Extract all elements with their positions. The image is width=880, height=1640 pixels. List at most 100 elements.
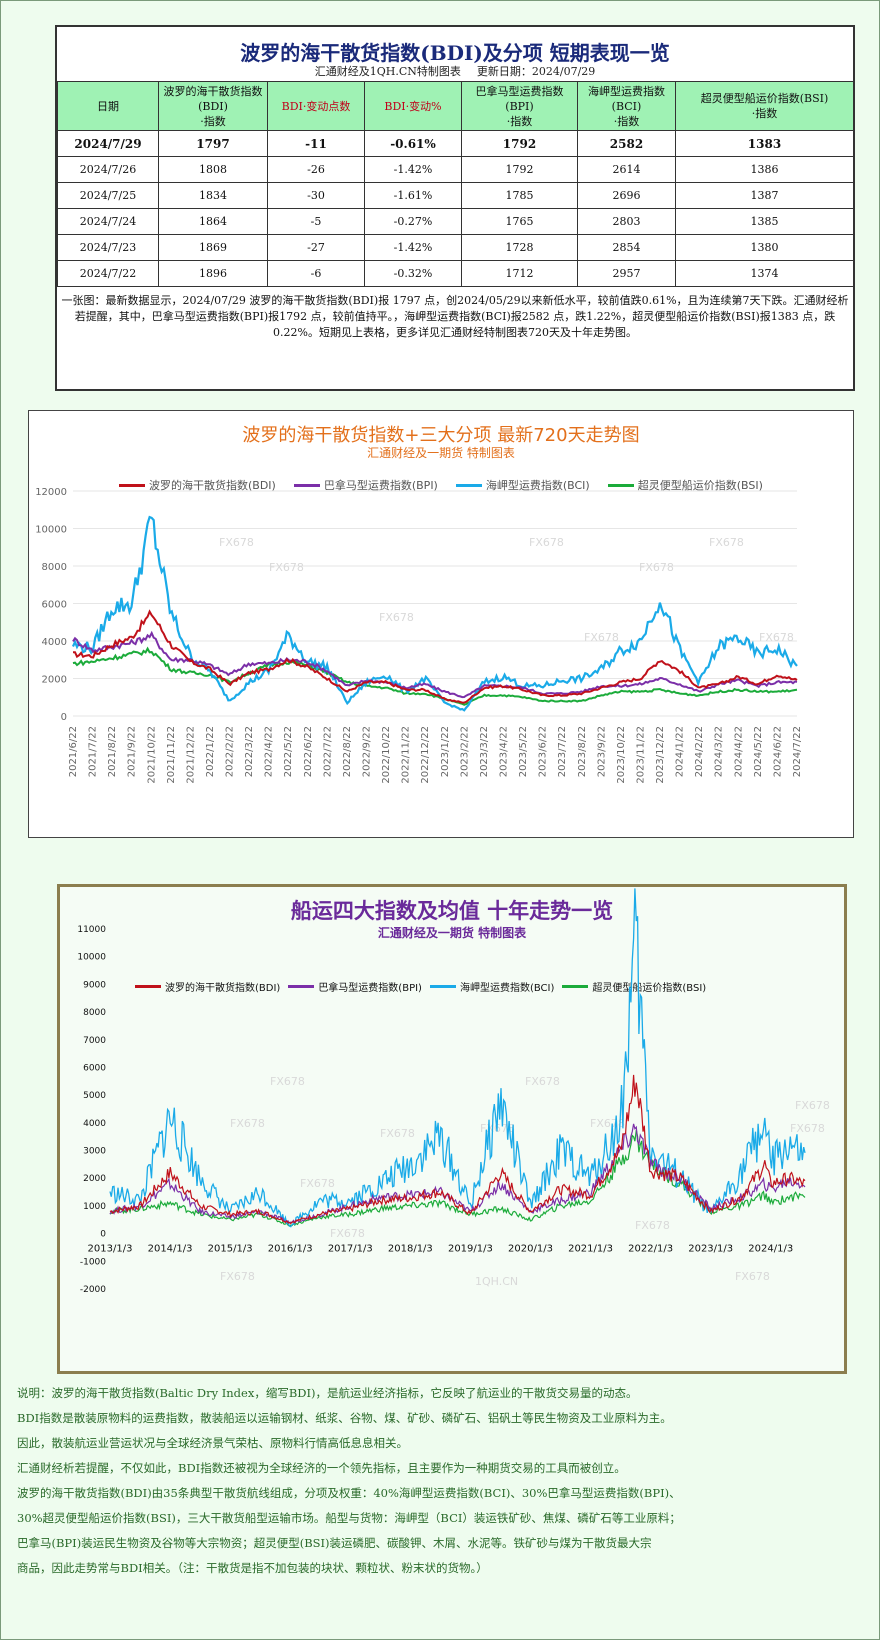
y-tick-label: 8000 xyxy=(83,1008,106,1018)
x-tick-label: 2018/1/3 xyxy=(388,1244,433,1255)
y-tick-label: 0 xyxy=(61,712,67,723)
x-tick-label: 2024/1/3 xyxy=(748,1244,793,1255)
x-tick-label: 2023/1/22 xyxy=(440,726,451,777)
y-tick-label: 12000 xyxy=(35,487,67,498)
table-row: 2024/7/26 1808 -26 -1.42% 1792 2614 1386 xyxy=(57,156,854,183)
x-tick-label: 2015/1/3 xyxy=(208,1244,253,1255)
table-cell: 2614 xyxy=(577,156,676,183)
summary-table-panel: 波罗的海干散货指数(BDI)及分项 短期表现一览 汇通财经及1QH.CN特制图表… xyxy=(55,25,855,391)
legend-label: 巴拿马型运费指数(BPI) xyxy=(323,479,438,492)
watermark: FX678 xyxy=(584,631,619,644)
series-line-0 xyxy=(109,1074,806,1225)
watermark: FX678 xyxy=(525,1075,560,1088)
x-tick-label: 2024/3/22 xyxy=(714,726,725,777)
watermark: FX678 xyxy=(220,1270,255,1283)
table-cell: 1385 xyxy=(675,208,854,235)
table-note: 一张图：最新数据显示，2024/07/29 波罗的海干散货指数(BDI)报 17… xyxy=(61,294,849,339)
x-tick-label: 2023/7/22 xyxy=(557,726,568,777)
x-tick-label: 2014/1/3 xyxy=(148,1244,193,1255)
table-cell: 2024/7/25 xyxy=(57,182,159,209)
x-tick-label: 2022/4/22 xyxy=(264,726,275,777)
legend-item: 巴拿马型运费指数(BPI) xyxy=(293,477,438,493)
description-line: 巴拿马(BPI)装运民生物资及谷物等大宗物资；超灵便型(BSI)装运磷肥、碳酸钾… xyxy=(17,1536,652,1550)
description-line: BDI指数是散装原物料的运费指数，散装船运以运输钢材、纸浆、谷物、煤、矿砂、磷矿… xyxy=(17,1411,672,1425)
x-tick-label: 2022/10/22 xyxy=(381,726,392,784)
x-tick-label: 2023/1/3 xyxy=(688,1244,733,1255)
watermark: FX678 xyxy=(635,1219,670,1232)
y-tick-label: 0 xyxy=(100,1230,106,1240)
table-cell: -1.61% xyxy=(364,182,462,209)
y-tick-label: 2000 xyxy=(83,1174,106,1184)
table-title: 波罗的海干散货指数(BDI)及分项 短期表现一览 xyxy=(240,41,670,65)
table-header-0: 日期 xyxy=(57,81,159,131)
x-tick-label: 2022/7/22 xyxy=(322,726,333,777)
x-tick-label: 2013/1/3 xyxy=(88,1244,133,1255)
series-line-3 xyxy=(109,1129,806,1227)
y-tick-label: 6000 xyxy=(83,1063,106,1073)
y-tick-label: 7000 xyxy=(83,1036,106,1046)
table-update-date: 更新日期：2024/07/29 xyxy=(476,65,596,78)
series-line-0 xyxy=(73,609,798,704)
legend-label: 超灵便型船运价指数(BSI) xyxy=(637,479,763,492)
x-tick-label: 2024/2/22 xyxy=(694,726,705,777)
x-tick-label: 2023/6/22 xyxy=(538,726,549,777)
y-tick-label: 5000 xyxy=(83,1091,106,1101)
watermark: 1QH.CN xyxy=(475,1275,518,1288)
legend-swatch xyxy=(429,985,456,988)
table-header-6: 超灵便型船运价指数(BSI) ·指数 xyxy=(675,81,854,131)
x-tick-label: 2021/12/22 xyxy=(185,726,196,784)
legend-item: 超灵便型船运价指数(BSI) xyxy=(562,979,706,994)
legend-label: 巴拿马型运费指数(BPI) xyxy=(318,983,422,994)
y-tick-label: 10000 xyxy=(35,525,67,536)
table-row: 2024/7/23 1869 -27 -1.42% 1728 2854 1380 xyxy=(57,234,854,261)
table-cell: -1.42% xyxy=(364,156,462,183)
chart2-legend: 波罗的海干散货指数(BDI) 巴拿马型运费指数(BPI) 海岬型运费指数(BCI) 超… xyxy=(135,979,706,994)
x-tick-label: 2022/9/22 xyxy=(362,726,373,777)
legend-swatch xyxy=(135,985,161,988)
watermark: FX678 xyxy=(790,1122,825,1135)
x-tick-label: 2023/12/22 xyxy=(655,726,666,784)
table-cell: 1712 xyxy=(461,260,578,287)
table-subtitle: 汇通财经及1QH.CN特制图表 更新日期：2024/07/29 xyxy=(57,63,853,81)
table-cell: 1765 xyxy=(461,208,578,235)
x-tick-label: 2022/12/22 xyxy=(420,726,431,784)
x-tick-label: 2022/1/22 xyxy=(205,726,216,777)
table-cell: -1.42% xyxy=(364,234,462,261)
series-line-2 xyxy=(109,888,806,1228)
legend-swatch xyxy=(562,985,589,988)
legend-swatch xyxy=(607,483,634,487)
legend-item: 波罗的海干散货指数(BDI) xyxy=(135,979,280,994)
watermark: FX678 xyxy=(379,611,414,624)
x-tick-label: 2021/8/22 xyxy=(107,726,118,777)
table-cell: -0.61% xyxy=(364,130,462,157)
y-tick-label: 4000 xyxy=(83,1119,106,1129)
description-block: 说明：波罗的海干散货指数(Baltic Dry Index，缩写BDI)，是航运… xyxy=(17,1381,867,1581)
chart2-title: 船运四大指数及均值 十年走势一览 xyxy=(290,898,614,923)
legend-swatch xyxy=(119,483,145,487)
y-tick-label: 6000 xyxy=(42,600,67,611)
legend-label: 海岬型运费指数(BCI) xyxy=(485,479,590,492)
table-cell: -6 xyxy=(267,260,365,287)
series-line-3 xyxy=(72,646,798,706)
table-row: 2024/7/25 1834 -30 -1.61% 1785 2696 1387 xyxy=(57,182,854,209)
chart1-subtitle: 汇通财经及一期货 特制图表 xyxy=(367,446,515,460)
table-cell: -11 xyxy=(267,130,365,157)
x-tick-label: 2021/11/22 xyxy=(166,726,177,784)
x-tick-label: 2022/2/22 xyxy=(225,726,236,777)
table-cell: 1785 xyxy=(461,182,578,209)
table-cell: 2803 xyxy=(577,208,676,235)
table-row: 2024/7/22 1896 -6 -0.32% 1712 2957 1374 xyxy=(57,260,854,287)
watermark: FX678 xyxy=(709,536,744,549)
table-cell: 2957 xyxy=(577,260,676,287)
legend-item: 巴拿马型运费指数(BPI) xyxy=(288,979,422,994)
x-tick-label: 2021/7/22 xyxy=(88,726,99,777)
series-line-2 xyxy=(71,515,798,712)
chart-720-day: 波罗的海干散货指数+三大分项 最新720天走势图 汇通财经及一期货 特制图表 波… xyxy=(28,410,854,838)
chart1-plot: 0 2000 4000 6000 8000 10000 12000 2021/6/22 2021… xyxy=(35,487,803,784)
table-cell: 2024/7/23 xyxy=(57,234,159,261)
legend-item: 海岬型运费指数(BCI) xyxy=(429,979,554,994)
y-tick-label: 1000 xyxy=(83,1202,106,1212)
watermark: FX678 xyxy=(380,1127,415,1140)
x-tick-label: 2022/8/22 xyxy=(342,726,353,777)
description-line: 商品，因此走势常与BDI相关。（注：干散货是指不加包装的块状、颗粒状、粉末状的货… xyxy=(17,1561,488,1575)
